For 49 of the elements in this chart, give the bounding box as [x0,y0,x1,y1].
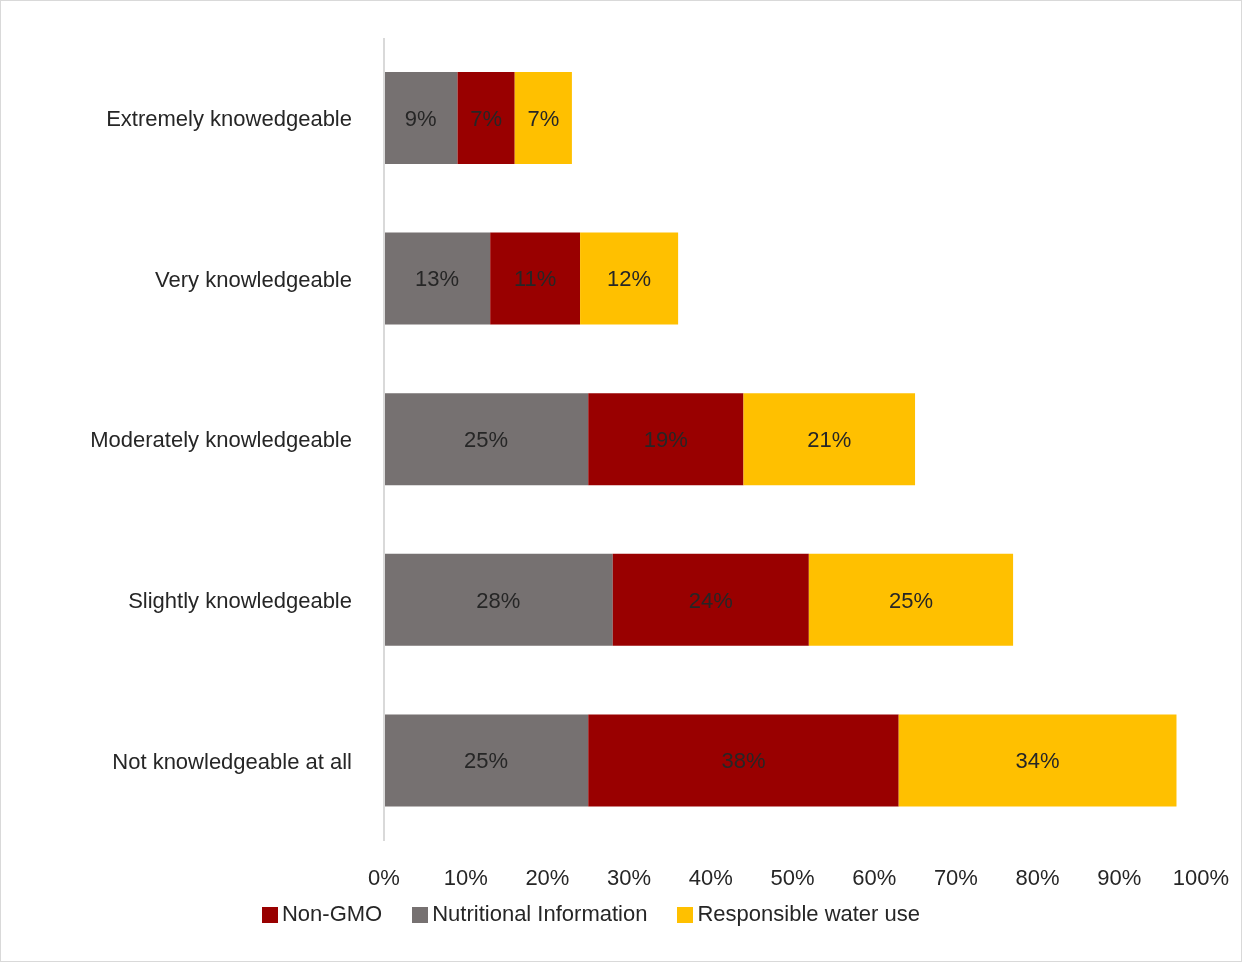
data-label: 38% [721,748,766,774]
y-tick-label: Not knowledgeable at all [112,748,352,774]
legend-label: Responsible water use [697,901,921,926]
bar [384,714,589,807]
legend-label: Nutritional Information [432,901,648,926]
y-tick-label: Slightly knowledgeable [128,587,352,613]
data-label: 28% [476,587,521,613]
bar [580,232,679,325]
data-label: 19% [643,427,688,453]
data-label: 11% [513,266,557,292]
bar [898,714,1177,807]
y-tick-label: Extremely knowedgeable [106,106,352,132]
bar [588,393,744,486]
data-label: 25% [464,748,509,774]
x-tick-label: 40% [688,864,733,890]
data-label: 7% [527,105,560,131]
data-label: 13% [415,266,460,292]
data-label: 21% [807,427,852,453]
x-tick-label: 50% [770,864,815,890]
x-tick-label: 0% [368,864,400,890]
data-label: 12% [607,266,652,292]
bar [612,553,809,646]
x-tick-label: 30% [607,864,652,890]
bar [384,232,491,325]
legend-label: Non-GMO [281,901,383,926]
data-label: 25% [464,427,509,453]
bar [588,714,899,807]
x-tick-label: 20% [525,864,570,890]
bar [808,553,1014,646]
bar [384,393,589,486]
x-tick-label: 100% [1172,864,1230,890]
data-label: 7% [470,105,503,131]
data-label: 25% [888,587,933,613]
bar [743,393,916,486]
y-tick-label: Moderately knowledgeable [90,427,352,453]
data-label: 34% [1015,748,1060,774]
data-label: 9% [404,105,437,131]
bar [384,72,458,164]
data-label: 24% [688,587,733,613]
bar [514,72,572,164]
x-tick-label: 60% [852,864,897,890]
bar [384,553,613,646]
x-tick-label: 10% [443,864,488,890]
x-tick-label: 80% [1015,864,1060,890]
x-tick-label: 90% [1097,864,1142,890]
bar [457,72,515,164]
x-tick-label: 70% [933,864,978,890]
bar [490,232,581,325]
y-tick-label: Very knowledgeable [155,266,352,292]
